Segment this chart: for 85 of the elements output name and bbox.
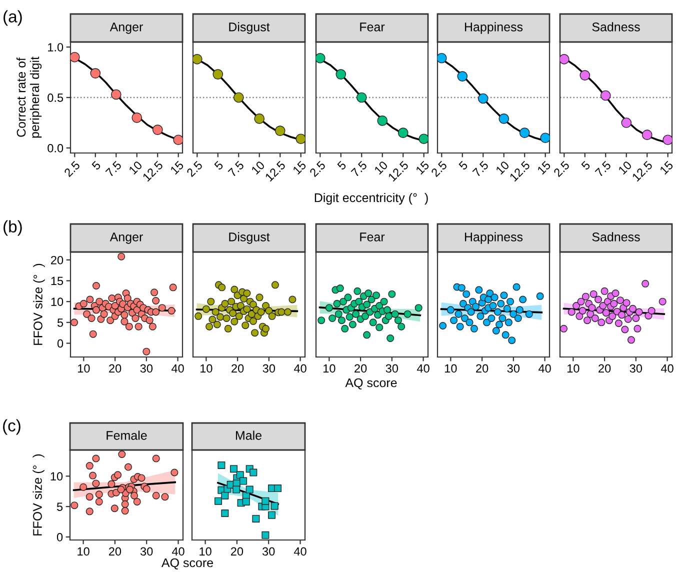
x-tick-label: 20 xyxy=(232,364,244,373)
x-tick-label: 15 xyxy=(292,160,307,175)
y-tick-label: 1.0 xyxy=(48,43,64,52)
x-tick-label: 10 xyxy=(324,364,336,373)
x-tick-label: 10 xyxy=(568,364,580,373)
chart-title: Happiness xyxy=(464,22,523,34)
y-tick-label: 15 xyxy=(51,276,64,286)
y-tick-label: 0.5 xyxy=(48,94,64,102)
x-tick-label: 2.5 xyxy=(430,160,448,178)
chart-title: Disgust xyxy=(229,22,270,34)
y-tick-label: 10 xyxy=(51,298,64,306)
x-tick-label: 20 xyxy=(598,364,611,373)
x-tick-label: 40 xyxy=(172,547,184,556)
chart-title: Anger xyxy=(110,232,143,244)
x-tick-label: 10 xyxy=(495,160,510,175)
x-tick-label: 20 xyxy=(108,547,122,556)
x-tick-label: 10 xyxy=(618,160,632,175)
y-tick-label: 20 xyxy=(51,256,64,264)
x-tick-label: 5 xyxy=(214,160,224,170)
x-tick-label: 5 xyxy=(580,160,591,170)
x-tick-label: 2.5 xyxy=(553,160,570,178)
y-tick-label: 0 xyxy=(57,339,64,348)
y-axis-title: Correct rate of peripheral digit xyxy=(16,56,42,138)
x-tick-label: 30 xyxy=(140,364,153,373)
chart-title: Disgust xyxy=(229,232,270,244)
text: (a) xyxy=(4,10,22,26)
x-tick-label: 30 xyxy=(507,364,520,373)
x-tick-label: 20 xyxy=(109,364,122,373)
x-tick-label: 40 xyxy=(294,547,306,556)
x-tick-label: 15 xyxy=(537,160,552,175)
y-tick-label: 0.0 xyxy=(48,144,64,152)
x-tick-label: 7.5 xyxy=(228,160,244,178)
text: (c) xyxy=(3,419,20,435)
chart-title: Anger xyxy=(110,22,143,34)
chart-title: Sadness xyxy=(592,232,640,242)
x-tick-label: 10 xyxy=(250,160,266,175)
x-tick-label: 20 xyxy=(476,364,488,373)
text: (b) xyxy=(4,220,22,236)
x-tick-label: 10 xyxy=(374,160,388,175)
y-tick-label: 0 xyxy=(56,532,63,542)
x-tick-label: 20 xyxy=(230,547,244,556)
chart-title: Fear xyxy=(360,22,385,32)
x-tick-label: 10 xyxy=(200,364,212,373)
x-tick-label: 7.5 xyxy=(594,160,612,178)
x-axis-title: AQ score xyxy=(345,378,397,390)
x-tick-label: 7.5 xyxy=(105,160,122,178)
x-tick-label: 10 xyxy=(445,364,457,373)
x-tick-label: 10 xyxy=(128,160,143,175)
x-tick-label: 7.5 xyxy=(350,160,368,178)
x-tick-label: 5 xyxy=(91,160,102,170)
y-axis-title: FFOV size (° ) xyxy=(33,264,45,345)
chart-title: Male xyxy=(236,430,262,440)
chart-title: Happiness xyxy=(464,232,523,244)
y-tick-label: 5 xyxy=(56,502,63,511)
x-tick-label: 40 xyxy=(417,364,430,373)
chart-title: Female xyxy=(106,430,147,440)
x-tick-label: 10 xyxy=(78,364,90,373)
x-tick-label: 30 xyxy=(262,547,275,556)
x-axis-title: Digit eccentricity (° ) xyxy=(314,192,428,205)
x-tick-label: 2.5 xyxy=(309,160,326,178)
x-tick-label: 30 xyxy=(630,364,642,373)
chart-title: Fear xyxy=(360,232,385,242)
x-tick-label: 40 xyxy=(172,364,184,373)
x-tick-label: 15 xyxy=(416,160,430,175)
x-tick-label: 5 xyxy=(336,160,347,170)
x-tick-label: 2.5 xyxy=(186,160,203,178)
y-tick-label: 10 xyxy=(50,472,63,481)
x-tick-label: 30 xyxy=(140,547,153,556)
x-tick-label: 40 xyxy=(661,364,674,373)
x-tick-label: 5 xyxy=(458,160,468,170)
x-tick-label: 30 xyxy=(386,364,398,373)
y-tick-label: 5 xyxy=(57,318,64,327)
y-axis-title: FFOV size (° ) xyxy=(32,454,44,536)
x-tick-label: 10 xyxy=(78,547,90,556)
x-axis-title: AQ score xyxy=(161,558,213,570)
chart-title: Sadness xyxy=(592,22,640,32)
x-tick-label: 7.5 xyxy=(472,160,489,178)
x-tick-label: 40 xyxy=(294,364,306,373)
x-tick-label: 15 xyxy=(660,160,674,175)
x-tick-label: 40 xyxy=(538,364,551,373)
x-tick-label: 30 xyxy=(262,364,276,373)
x-tick-label: 2.5 xyxy=(64,160,80,178)
x-tick-label: 20 xyxy=(354,364,367,373)
x-tick-label: 10 xyxy=(200,547,212,556)
x-tick-label: 15 xyxy=(170,160,184,175)
